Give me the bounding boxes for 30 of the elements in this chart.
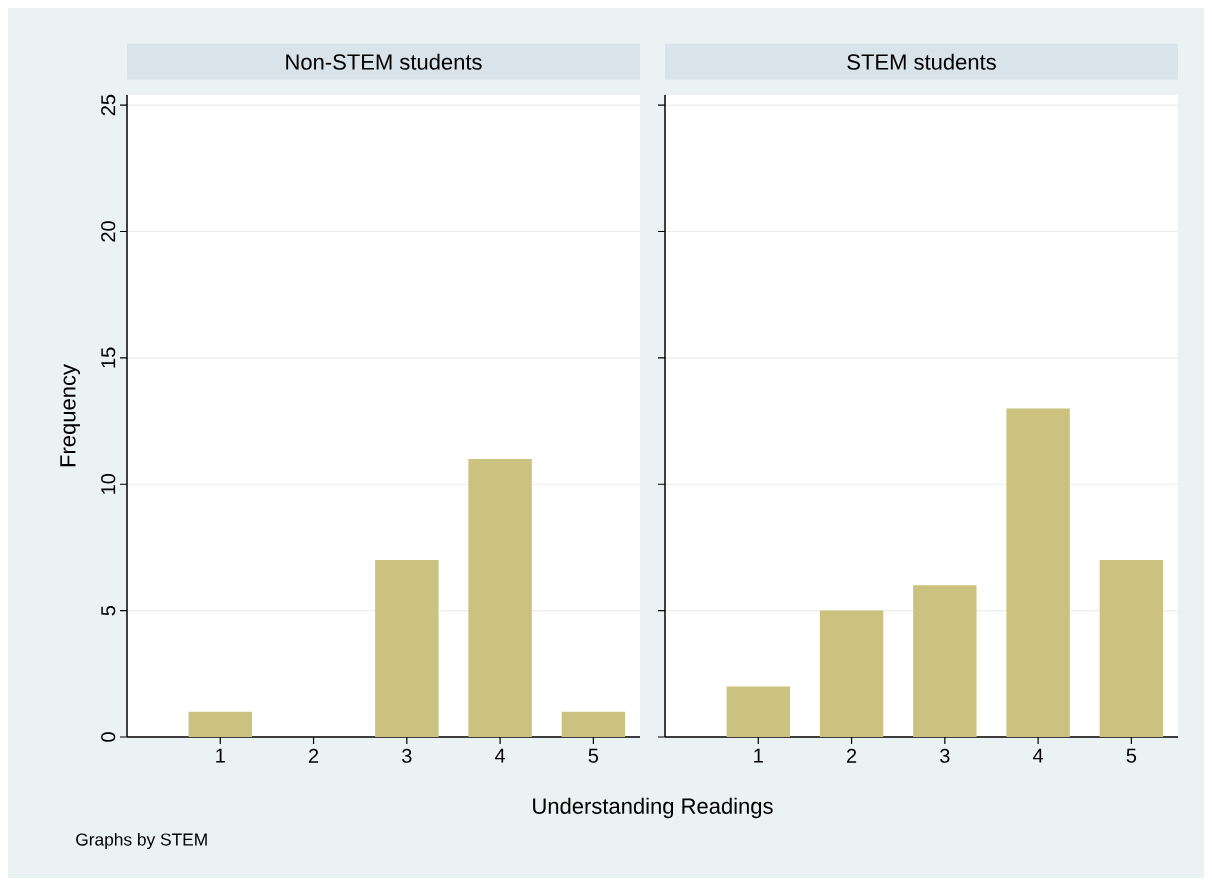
y-tick-label: 0 bbox=[101, 732, 116, 742]
y-tick-label: 25 bbox=[101, 94, 116, 116]
x-tick-label: 1 bbox=[754, 748, 763, 763]
text: Graphs by STEM bbox=[76, 832, 207, 850]
x-tick-label: 2 bbox=[308, 748, 319, 763]
bar bbox=[468, 458, 532, 737]
bar bbox=[819, 610, 884, 737]
bar bbox=[188, 711, 252, 737]
x-tick-label: 5 bbox=[588, 748, 599, 763]
bar bbox=[913, 585, 977, 737]
y-tick-label: 15 bbox=[101, 347, 116, 368]
bar bbox=[561, 711, 626, 737]
x-axis-title: Understanding Readings bbox=[533, 797, 773, 819]
y-axis-title: Frequency bbox=[60, 364, 80, 467]
bar bbox=[375, 560, 439, 737]
bar bbox=[726, 686, 790, 737]
chart-title: Non-STEM students bbox=[286, 53, 482, 70]
y-tick-label: 20 bbox=[101, 221, 116, 242]
chart-title: STEM students bbox=[847, 53, 996, 70]
bar bbox=[1006, 408, 1070, 737]
x-tick-label: 2 bbox=[847, 748, 857, 763]
x-tick-label: 5 bbox=[1126, 748, 1137, 763]
y-tick-label: 10 bbox=[101, 473, 116, 494]
x-tick-label: 4 bbox=[494, 748, 506, 763]
x-tick-label: 3 bbox=[940, 748, 950, 763]
x-tick-label: 4 bbox=[1033, 748, 1044, 763]
x-tick-label: 1 bbox=[216, 748, 225, 763]
bar bbox=[1099, 560, 1164, 737]
x-tick-label: 3 bbox=[402, 748, 412, 763]
y-tick-label: 5 bbox=[101, 605, 116, 616]
